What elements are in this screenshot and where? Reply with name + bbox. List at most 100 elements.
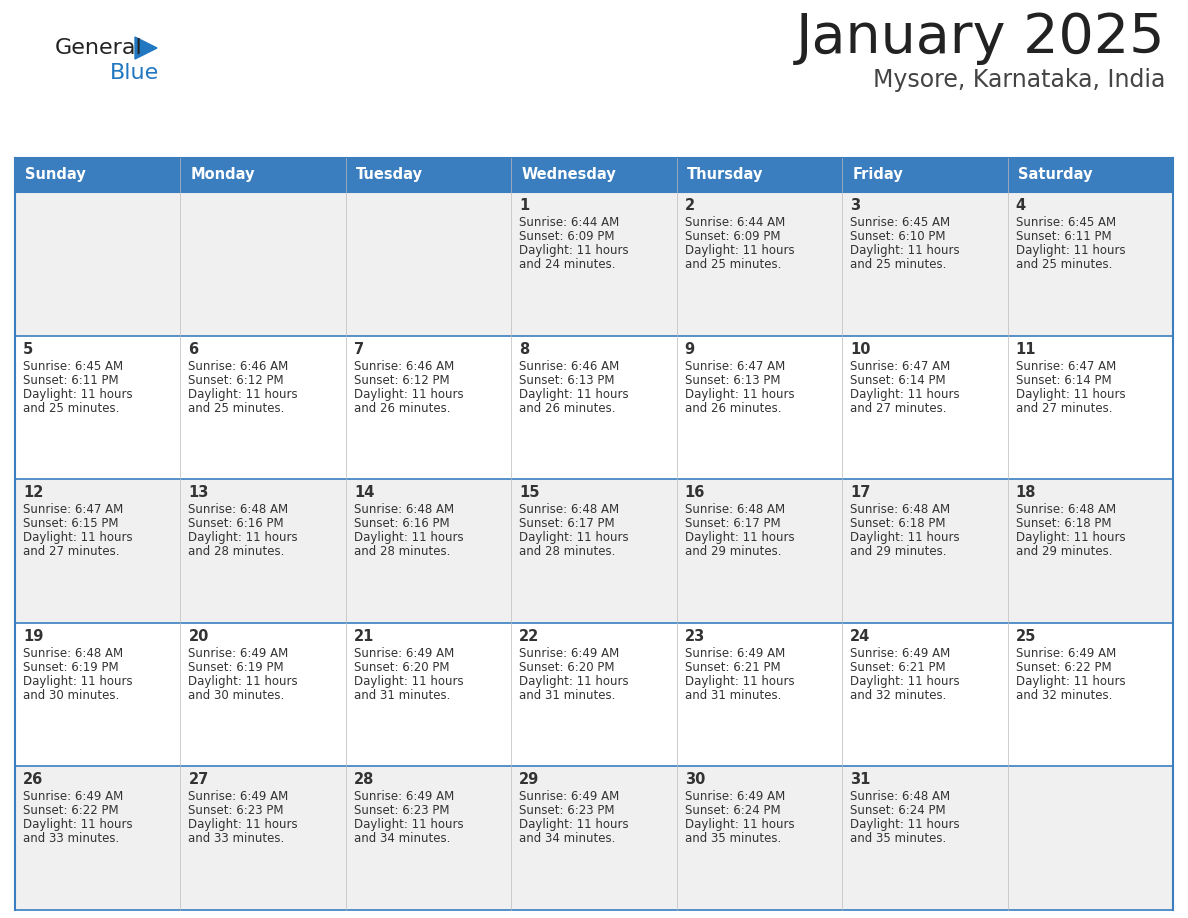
Text: Sunrise: 6:49 AM: Sunrise: 6:49 AM: [519, 790, 619, 803]
Text: and 26 minutes.: and 26 minutes.: [684, 401, 782, 415]
Text: Sunset: 6:09 PM: Sunset: 6:09 PM: [684, 230, 781, 243]
Text: Sunrise: 6:48 AM: Sunrise: 6:48 AM: [189, 503, 289, 516]
Bar: [511, 158, 677, 192]
Text: Daylight: 11 hours: Daylight: 11 hours: [684, 819, 795, 832]
Text: Blue: Blue: [110, 63, 159, 83]
Text: and 35 minutes.: and 35 minutes.: [684, 833, 781, 845]
Text: and 32 minutes.: and 32 minutes.: [851, 688, 947, 701]
Text: Sunset: 6:19 PM: Sunset: 6:19 PM: [23, 661, 119, 674]
Bar: [1007, 158, 1173, 192]
Text: Daylight: 11 hours: Daylight: 11 hours: [189, 675, 298, 688]
Text: Sunrise: 6:49 AM: Sunrise: 6:49 AM: [354, 647, 454, 660]
Text: Sunrise: 6:48 AM: Sunrise: 6:48 AM: [851, 503, 950, 516]
Text: 20: 20: [189, 629, 209, 644]
Text: Sunset: 6:15 PM: Sunset: 6:15 PM: [23, 517, 119, 531]
Text: and 27 minutes.: and 27 minutes.: [851, 401, 947, 415]
Bar: [346, 158, 511, 192]
Text: and 28 minutes.: and 28 minutes.: [189, 545, 285, 558]
Text: and 25 minutes.: and 25 minutes.: [23, 401, 119, 415]
Text: Daylight: 11 hours: Daylight: 11 hours: [684, 675, 795, 688]
Text: Daylight: 11 hours: Daylight: 11 hours: [189, 532, 298, 544]
Text: 3: 3: [851, 198, 860, 213]
Text: Sunrise: 6:48 AM: Sunrise: 6:48 AM: [684, 503, 785, 516]
Text: Daylight: 11 hours: Daylight: 11 hours: [1016, 387, 1125, 400]
Text: Daylight: 11 hours: Daylight: 11 hours: [851, 244, 960, 257]
Text: and 29 minutes.: and 29 minutes.: [684, 545, 782, 558]
Text: 18: 18: [1016, 486, 1036, 500]
Text: Daylight: 11 hours: Daylight: 11 hours: [519, 819, 628, 832]
Text: Sunset: 6:24 PM: Sunset: 6:24 PM: [684, 804, 781, 817]
Text: 25: 25: [1016, 629, 1036, 644]
Text: Sunrise: 6:48 AM: Sunrise: 6:48 AM: [354, 503, 454, 516]
Text: Sunrise: 6:49 AM: Sunrise: 6:49 AM: [684, 790, 785, 803]
Text: and 31 minutes.: and 31 minutes.: [684, 688, 781, 701]
Text: 23: 23: [684, 629, 704, 644]
Text: Sunrise: 6:46 AM: Sunrise: 6:46 AM: [189, 360, 289, 373]
Text: Sunrise: 6:45 AM: Sunrise: 6:45 AM: [23, 360, 124, 373]
Text: and 34 minutes.: and 34 minutes.: [354, 833, 450, 845]
Text: Sunset: 6:22 PM: Sunset: 6:22 PM: [23, 804, 119, 817]
Text: Sunrise: 6:47 AM: Sunrise: 6:47 AM: [684, 360, 785, 373]
Text: Thursday: Thursday: [687, 167, 763, 183]
Text: 9: 9: [684, 341, 695, 356]
Text: Sunrise: 6:46 AM: Sunrise: 6:46 AM: [354, 360, 454, 373]
Bar: [842, 158, 1007, 192]
Text: and 26 minutes.: and 26 minutes.: [354, 401, 450, 415]
Text: 10: 10: [851, 341, 871, 356]
Text: and 35 minutes.: and 35 minutes.: [851, 833, 947, 845]
Text: Sunset: 6:14 PM: Sunset: 6:14 PM: [851, 374, 946, 386]
Text: Sunrise: 6:44 AM: Sunrise: 6:44 AM: [519, 216, 619, 229]
Text: Sunrise: 6:47 AM: Sunrise: 6:47 AM: [23, 503, 124, 516]
Text: General: General: [55, 38, 143, 58]
Text: and 30 minutes.: and 30 minutes.: [23, 688, 119, 701]
Text: 7: 7: [354, 341, 364, 356]
Text: 15: 15: [519, 486, 539, 500]
Text: Daylight: 11 hours: Daylight: 11 hours: [354, 532, 463, 544]
Text: Sunrise: 6:49 AM: Sunrise: 6:49 AM: [189, 647, 289, 660]
Bar: [15, 336, 1173, 479]
Text: 4: 4: [1016, 198, 1025, 213]
Text: Daylight: 11 hours: Daylight: 11 hours: [851, 532, 960, 544]
Text: 17: 17: [851, 486, 871, 500]
Text: Daylight: 11 hours: Daylight: 11 hours: [23, 819, 133, 832]
Text: Sunrise: 6:49 AM: Sunrise: 6:49 AM: [23, 790, 124, 803]
Text: and 29 minutes.: and 29 minutes.: [851, 545, 947, 558]
Text: Sunset: 6:11 PM: Sunset: 6:11 PM: [23, 374, 119, 386]
Text: Daylight: 11 hours: Daylight: 11 hours: [1016, 244, 1125, 257]
Text: Friday: Friday: [852, 167, 903, 183]
Text: Daylight: 11 hours: Daylight: 11 hours: [684, 532, 795, 544]
Text: 16: 16: [684, 486, 706, 500]
Text: Sunset: 6:14 PM: Sunset: 6:14 PM: [1016, 374, 1111, 386]
Text: Sunset: 6:19 PM: Sunset: 6:19 PM: [189, 661, 284, 674]
Text: Daylight: 11 hours: Daylight: 11 hours: [23, 675, 133, 688]
Text: Daylight: 11 hours: Daylight: 11 hours: [851, 387, 960, 400]
Text: Sunset: 6:16 PM: Sunset: 6:16 PM: [189, 517, 284, 531]
Text: Sunset: 6:11 PM: Sunset: 6:11 PM: [1016, 230, 1111, 243]
Text: Daylight: 11 hours: Daylight: 11 hours: [519, 532, 628, 544]
Text: Sunset: 6:23 PM: Sunset: 6:23 PM: [189, 804, 284, 817]
Text: Monday: Monday: [190, 167, 255, 183]
Bar: [15, 479, 1173, 622]
Text: Sunset: 6:09 PM: Sunset: 6:09 PM: [519, 230, 614, 243]
Text: 28: 28: [354, 772, 374, 788]
Text: 29: 29: [519, 772, 539, 788]
Text: Daylight: 11 hours: Daylight: 11 hours: [23, 532, 133, 544]
Text: Saturday: Saturday: [1018, 167, 1092, 183]
Text: Tuesday: Tuesday: [356, 167, 423, 183]
Text: Sunset: 6:20 PM: Sunset: 6:20 PM: [354, 661, 449, 674]
Text: Sunset: 6:21 PM: Sunset: 6:21 PM: [851, 661, 946, 674]
Text: Daylight: 11 hours: Daylight: 11 hours: [23, 387, 133, 400]
Text: Sunrise: 6:49 AM: Sunrise: 6:49 AM: [354, 790, 454, 803]
Text: 26: 26: [23, 772, 43, 788]
Text: Sunrise: 6:48 AM: Sunrise: 6:48 AM: [851, 790, 950, 803]
Polygon shape: [135, 37, 157, 59]
Bar: [15, 192, 1173, 336]
Text: 31: 31: [851, 772, 871, 788]
Text: and 25 minutes.: and 25 minutes.: [1016, 258, 1112, 271]
Text: and 27 minutes.: and 27 minutes.: [1016, 401, 1112, 415]
Text: Wednesday: Wednesday: [522, 167, 617, 183]
Text: Daylight: 11 hours: Daylight: 11 hours: [519, 675, 628, 688]
Text: January 2025: January 2025: [796, 11, 1165, 65]
Text: and 28 minutes.: and 28 minutes.: [519, 545, 615, 558]
Text: Sunset: 6:20 PM: Sunset: 6:20 PM: [519, 661, 614, 674]
